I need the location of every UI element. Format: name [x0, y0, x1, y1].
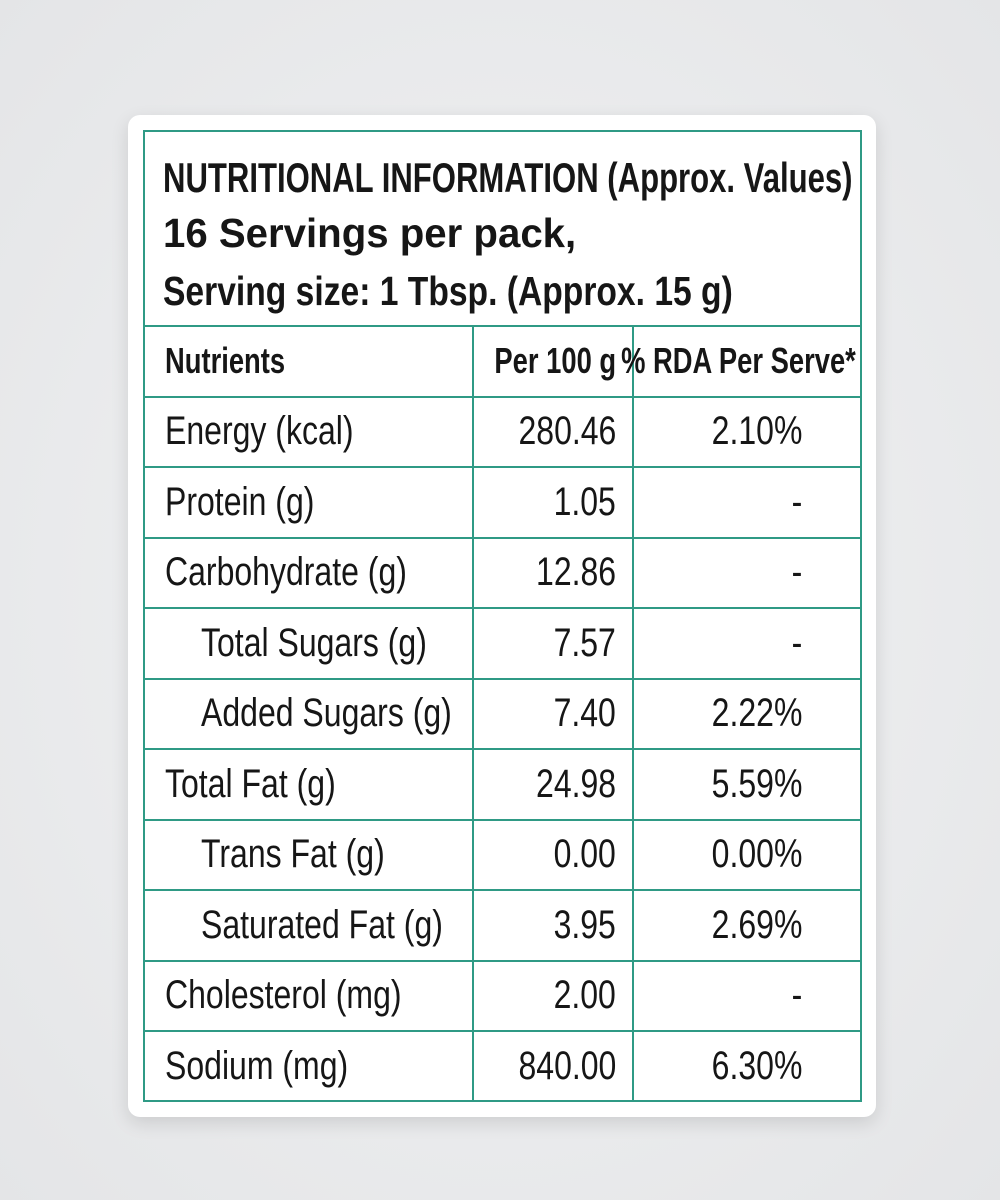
cell: 280.46	[472, 397, 632, 466]
cell: 1.05	[472, 468, 632, 537]
nutrient: Energy (kcal)	[165, 409, 354, 454]
rda: -	[791, 973, 802, 1018]
cell: Sodium (mg)	[145, 1032, 472, 1101]
cell: 0.00	[472, 820, 632, 889]
cell: 2.22%	[632, 679, 860, 748]
per-100g: 840.00	[518, 1043, 616, 1088]
label-frame: NUTRITIONAL INFORMATION (Approx. Values)…	[143, 130, 862, 1102]
cell: Energy (kcal)	[145, 398, 472, 467]
cell: 6.30%	[632, 1032, 860, 1101]
cell: 2.10%	[632, 397, 860, 466]
rda: -	[791, 479, 802, 524]
row: Total Sugars (g) 7.57 -	[145, 607, 860, 678]
cell: -	[632, 468, 860, 537]
cell: 840.00	[472, 1032, 632, 1101]
cell: -	[632, 961, 860, 1030]
per-100g: 12.86	[535, 550, 616, 595]
cell: 12.86	[472, 538, 632, 607]
nutrition-table: Nutrients Per 100 g % RDA Per Serve* Ene…	[145, 325, 860, 1101]
label-card: NUTRITIONAL INFORMATION (Approx. Values)…	[128, 115, 876, 1117]
cell: Nutrients	[145, 327, 472, 396]
cell: -	[632, 609, 860, 678]
cell: Total Fat (g)	[145, 750, 472, 819]
nutrient: Protein (g)	[165, 479, 315, 524]
column-header: % RDA Per Serve*	[621, 340, 856, 382]
rda: -	[791, 620, 802, 665]
row: Carbohydrate (g) 12.86 -	[145, 536, 860, 608]
header-row: Nutrients Per 100 g % RDA Per Serve*	[145, 325, 860, 396]
per-100g: 2.00	[553, 973, 616, 1018]
cell: 3.95	[472, 891, 632, 960]
row: Total Fat (g) 24.98 5.59%	[145, 748, 860, 819]
row: Protein (g) 1.05 -	[145, 466, 860, 537]
per-100g: 1.05	[553, 479, 616, 524]
cell: % RDA Per Serve*	[621, 327, 860, 396]
row: Sodium (mg) 840.00 6.30%	[145, 1030, 860, 1101]
nutrient: Total Fat (g)	[165, 761, 336, 806]
cell: 7.57	[472, 609, 632, 678]
cell: 24.98	[472, 750, 632, 819]
cell: Total Sugars (g)	[145, 609, 472, 678]
cell: 2.69%	[632, 891, 860, 960]
cell: Added Sugars (g)	[145, 680, 472, 749]
nutrient: Carbohydrate (g)	[165, 550, 407, 595]
nutrient: Saturated Fat (g)	[201, 902, 443, 947]
nutrient: Cholesterol (mg)	[165, 973, 402, 1018]
per-100g: 280.46	[518, 409, 616, 454]
rda: 5.59%	[711, 761, 802, 806]
row: Saturated Fat (g) 3.95 2.69%	[145, 889, 860, 960]
cell: -	[632, 538, 860, 607]
row: Cholesterol (mg) 2.00 -	[145, 959, 860, 1031]
cell: Trans Fat (g)	[145, 821, 472, 890]
column-header: Nutrients	[165, 340, 286, 382]
column-header: Per 100 g	[494, 340, 616, 382]
cell: 2.00	[472, 961, 632, 1030]
cell: 5.59%	[632, 750, 860, 819]
rda: 6.30%	[711, 1043, 802, 1088]
cell: Saturated Fat (g)	[145, 891, 472, 960]
servings: 16 Servings per pack,	[163, 210, 577, 256]
per-100g: 7.40	[553, 691, 616, 736]
rda: -	[791, 550, 802, 595]
cell: Protein (g)	[145, 468, 472, 537]
nutrient: Total Sugars (g)	[201, 620, 427, 665]
row: Trans Fat (g) 0.00 0.00%	[145, 818, 860, 890]
rda: 2.10%	[711, 409, 802, 454]
nutrient: Added Sugars (g)	[201, 691, 452, 736]
nutrient: Sodium (mg)	[165, 1043, 349, 1088]
cell: Per 100 g	[472, 327, 632, 396]
cell: 7.40	[472, 679, 632, 748]
cell: Carbohydrate (g)	[145, 539, 472, 608]
rda: 2.69%	[711, 902, 802, 947]
title: NUTRITIONAL INFORMATION (Approx. Values)	[163, 154, 853, 201]
nutrient: Trans Fat (g)	[201, 832, 385, 877]
per-100g: 7.57	[553, 620, 616, 665]
cell: 0.00%	[632, 820, 860, 889]
row: Energy (kcal) 280.46 2.10%	[145, 395, 860, 467]
rda: 2.22%	[711, 691, 802, 736]
per-100g: 0.00	[553, 832, 616, 877]
cell: Cholesterol (mg)	[145, 962, 472, 1031]
per-100g: 24.98	[535, 761, 616, 806]
per-100g: 3.95	[553, 902, 616, 947]
rda: 0.00%	[711, 832, 802, 877]
serving-size: Serving size: 1 Tbsp. (Approx. 15 g)	[163, 268, 733, 314]
row: Added Sugars (g) 7.40 2.22%	[145, 677, 860, 749]
